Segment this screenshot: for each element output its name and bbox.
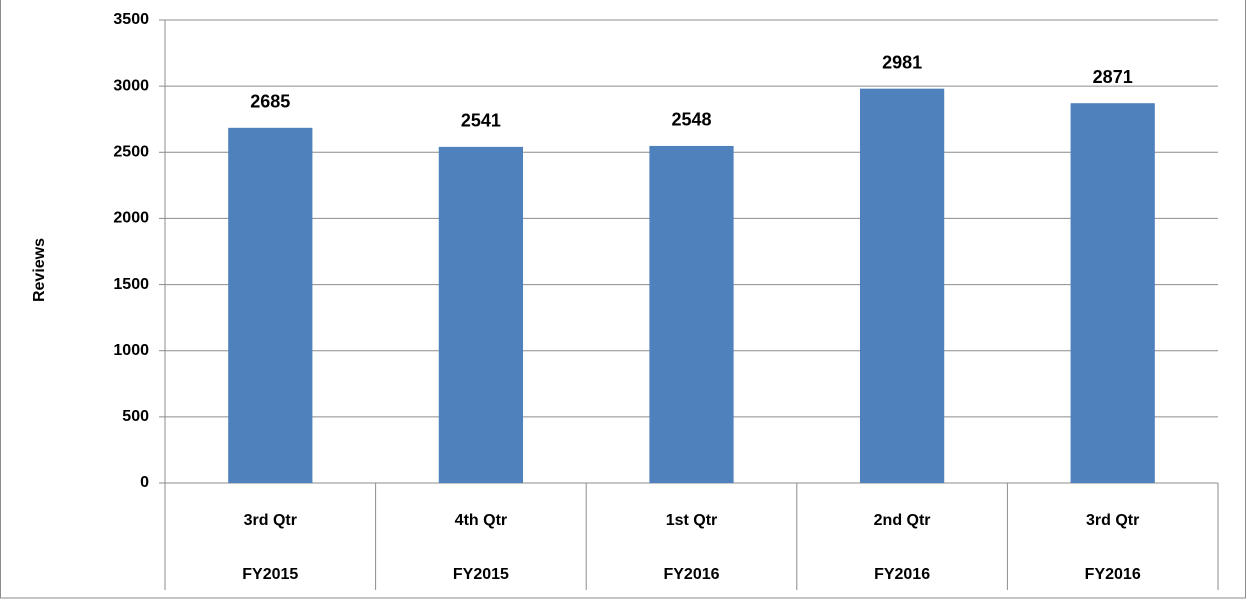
y-tick-label: 3000 bbox=[113, 77, 149, 94]
bar bbox=[859, 88, 945, 484]
bar bbox=[438, 146, 524, 483]
y-tick-label: 2000 bbox=[113, 210, 149, 227]
x-tick-label: 3rd Qtr bbox=[1086, 512, 1139, 529]
data-label: 2541 bbox=[461, 111, 501, 131]
y-tick-label: 2500 bbox=[113, 144, 149, 161]
x-group-label: FY2016 bbox=[874, 566, 930, 583]
x-tick-label: 3rd Qtr bbox=[244, 512, 297, 529]
y-tick-label: 0 bbox=[140, 474, 149, 491]
bar bbox=[1070, 103, 1155, 484]
x-tick-label: 4th Qtr bbox=[455, 512, 507, 529]
x-group-label: FY2015 bbox=[453, 566, 509, 583]
data-label: 2685 bbox=[250, 92, 290, 112]
x-group-label: FY2016 bbox=[663, 566, 719, 583]
data-label: 2871 bbox=[1093, 67, 1133, 87]
data-label: 2548 bbox=[671, 110, 711, 130]
x-tick-label: 1st Qtr bbox=[666, 512, 718, 529]
bar bbox=[228, 127, 313, 483]
bar bbox=[649, 145, 734, 483]
x-group-label: FY2016 bbox=[1085, 566, 1141, 583]
y-tick-label: 500 bbox=[122, 408, 149, 425]
data-label: 2981 bbox=[882, 52, 922, 72]
y-tick-label: 1500 bbox=[113, 276, 149, 293]
y-tick-label: 3500 bbox=[113, 11, 149, 28]
x-tick-label: 2nd Qtr bbox=[874, 512, 931, 529]
x-group-label: FY2015 bbox=[242, 566, 298, 583]
y-tick-label: 1000 bbox=[113, 342, 149, 359]
y-axis-label: Reviews bbox=[31, 238, 48, 302]
